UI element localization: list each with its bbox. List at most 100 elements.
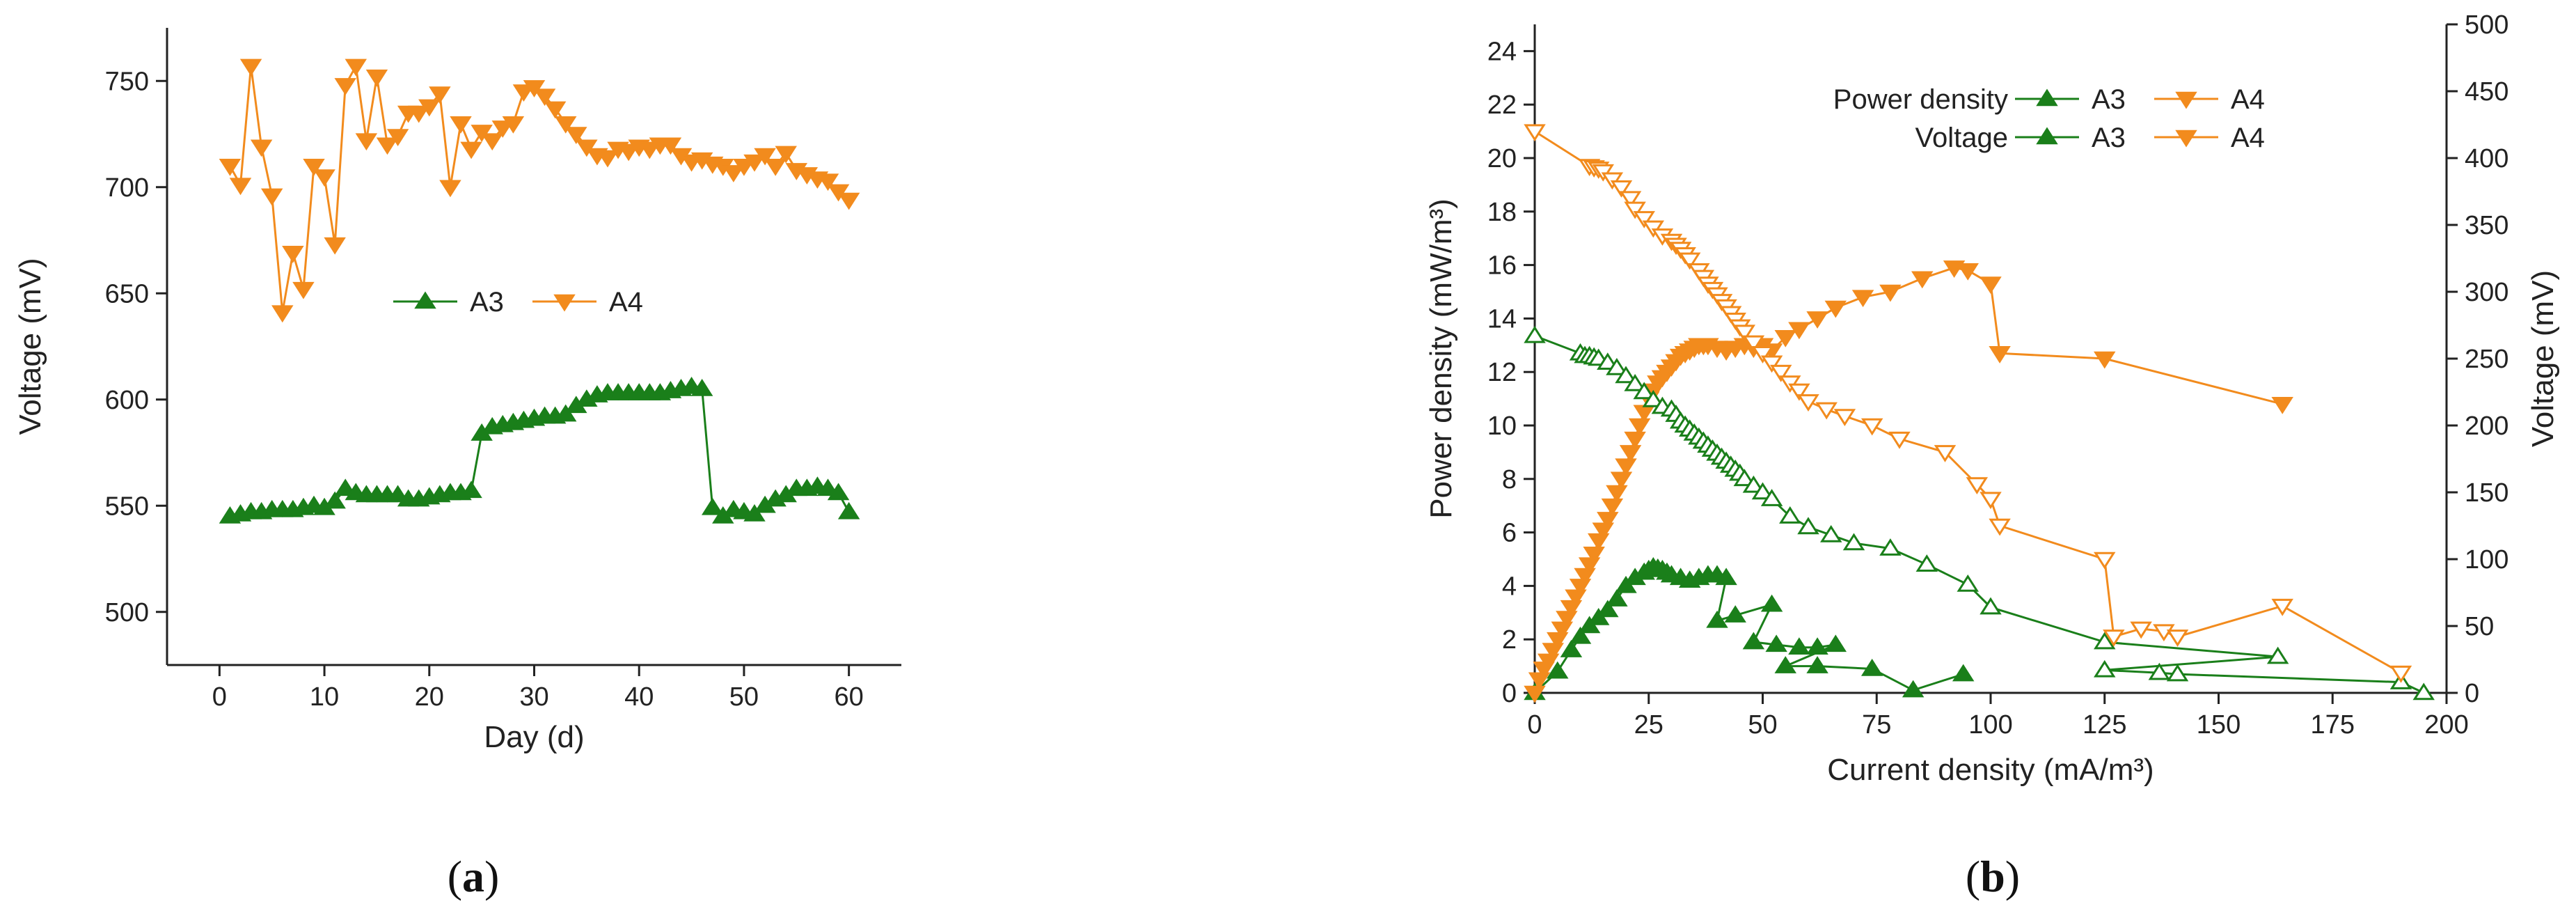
series-line: [1533, 565, 1964, 694]
data-point: [1524, 325, 1546, 343]
y-axis-title: Power density (mW/m³): [1424, 198, 1458, 519]
data-point: [1806, 637, 1828, 655]
data-point: [2094, 552, 2116, 570]
data-point-A4: [439, 180, 461, 198]
data-point: [1715, 568, 1737, 586]
data-point: [1619, 445, 1642, 462]
data-point-A4: [816, 173, 839, 191]
data-point: [2412, 682, 2435, 701]
data-point-A4: [481, 133, 503, 151]
legend-entry-label: A3: [2092, 84, 2126, 115]
data-point: [2094, 351, 2116, 369]
data-point: [1769, 364, 1792, 382]
data-point-A4: [324, 237, 346, 255]
data-point: [1797, 517, 1819, 535]
chart-panel-a: 0 10 20 30 40 50 60 500 550 600 650 700 750 Day (d) Vo…: [13, 28, 901, 754]
data-point-A4: [554, 116, 577, 134]
panel-caption-a: (a): [448, 852, 500, 901]
data-point-A4: [460, 141, 482, 159]
data-point: [1601, 498, 1624, 516]
data-point-A4: [512, 84, 535, 102]
panel-caption-b: (b): [1966, 852, 2020, 901]
data-point-A4: [376, 137, 399, 155]
y2-tick-label: 200: [2465, 412, 2508, 441]
data-point: [1706, 610, 1728, 628]
data-point: [1742, 475, 1765, 493]
data-point: [1624, 201, 1646, 219]
data-point: [1624, 373, 1646, 391]
data-point: [1765, 634, 1787, 652]
data-point: [1606, 485, 1628, 503]
data-point-A4: [502, 116, 525, 134]
data-point: [1633, 382, 1655, 400]
legend-marker-A3: [414, 291, 436, 309]
data-point: [1610, 180, 1633, 198]
legend-marker: [2175, 130, 2197, 148]
data-point: [1980, 492, 2002, 510]
data-point-A4: [617, 143, 640, 162]
data-point-A4: [250, 139, 273, 157]
data-point-A3: [816, 478, 839, 496]
data-point-A3: [837, 501, 860, 519]
y2-tick-label: 450: [2465, 77, 2508, 107]
data-point: [2094, 659, 2116, 678]
x-tick-label: 200: [2424, 710, 2468, 740]
data-point-A4: [827, 184, 850, 202]
data-point: [1788, 383, 1810, 401]
data-point: [1610, 471, 1633, 490]
data-point-A3: [701, 497, 724, 515]
data-point: [1888, 431, 1911, 449]
data-point-A4: [345, 58, 368, 77]
data-point-A4: [837, 192, 860, 210]
data-point-A4: [407, 105, 430, 123]
y-tick-label: 24: [1487, 37, 1517, 66]
y-tick-label: 6: [1502, 519, 1517, 548]
y-tick-label: 600: [105, 386, 149, 415]
data-point-A4: [386, 129, 409, 147]
data-point-A4: [596, 150, 619, 168]
data-point: [1966, 477, 1989, 494]
data-point: [1842, 533, 1865, 551]
data-point: [1733, 469, 1756, 487]
data-point-A4: [418, 99, 441, 117]
y-tick-label: 20: [1487, 144, 1517, 173]
data-point-A3: [690, 379, 713, 396]
data-point: [2130, 621, 2152, 639]
data-point-A4: [334, 78, 356, 95]
series-line-A3: [230, 385, 850, 518]
data-point: [1751, 346, 1774, 363]
y-tick-label: 750: [105, 67, 149, 96]
y2-tick-label: 400: [2465, 144, 2508, 173]
data-point-A4: [303, 158, 325, 176]
y-tick-label: 18: [1487, 198, 1517, 227]
data-point: [1806, 656, 1828, 673]
data-point: [1760, 594, 1783, 612]
x-tick-label: 125: [2083, 710, 2126, 740]
panel-letter-a: a: [462, 852, 484, 901]
x-tick-label: 25: [1634, 710, 1664, 740]
data-point-A4: [471, 125, 493, 142]
data-point: [1751, 482, 1774, 500]
y-tick-label: 12: [1487, 358, 1517, 387]
data-point: [1915, 554, 1938, 572]
data-point-A3: [460, 480, 482, 499]
y2-tick-label: 100: [2465, 545, 2508, 574]
legend: Power density A3 A4 Voltage A3 A4: [1833, 84, 2265, 153]
series-line-A4: [229, 63, 850, 313]
y-tick-label: 2: [1502, 625, 1517, 655]
y2-tick-label: 50: [2465, 612, 2494, 641]
data-point: [1788, 637, 1810, 655]
legend-row-label: Power density: [1833, 84, 2008, 115]
data-point: [1911, 271, 1934, 289]
data-point: [2271, 397, 2293, 414]
data-point: [1774, 656, 1796, 673]
data-point: [2103, 629, 2125, 647]
legend-entry-label: A3: [2092, 123, 2126, 153]
data-point: [1860, 418, 1883, 436]
data-point-A4: [260, 188, 283, 206]
y-tick-label: 4: [1502, 572, 1517, 601]
data-point: [1524, 685, 1546, 703]
data-point-A4: [429, 86, 451, 104]
data-point-A4: [523, 80, 546, 97]
